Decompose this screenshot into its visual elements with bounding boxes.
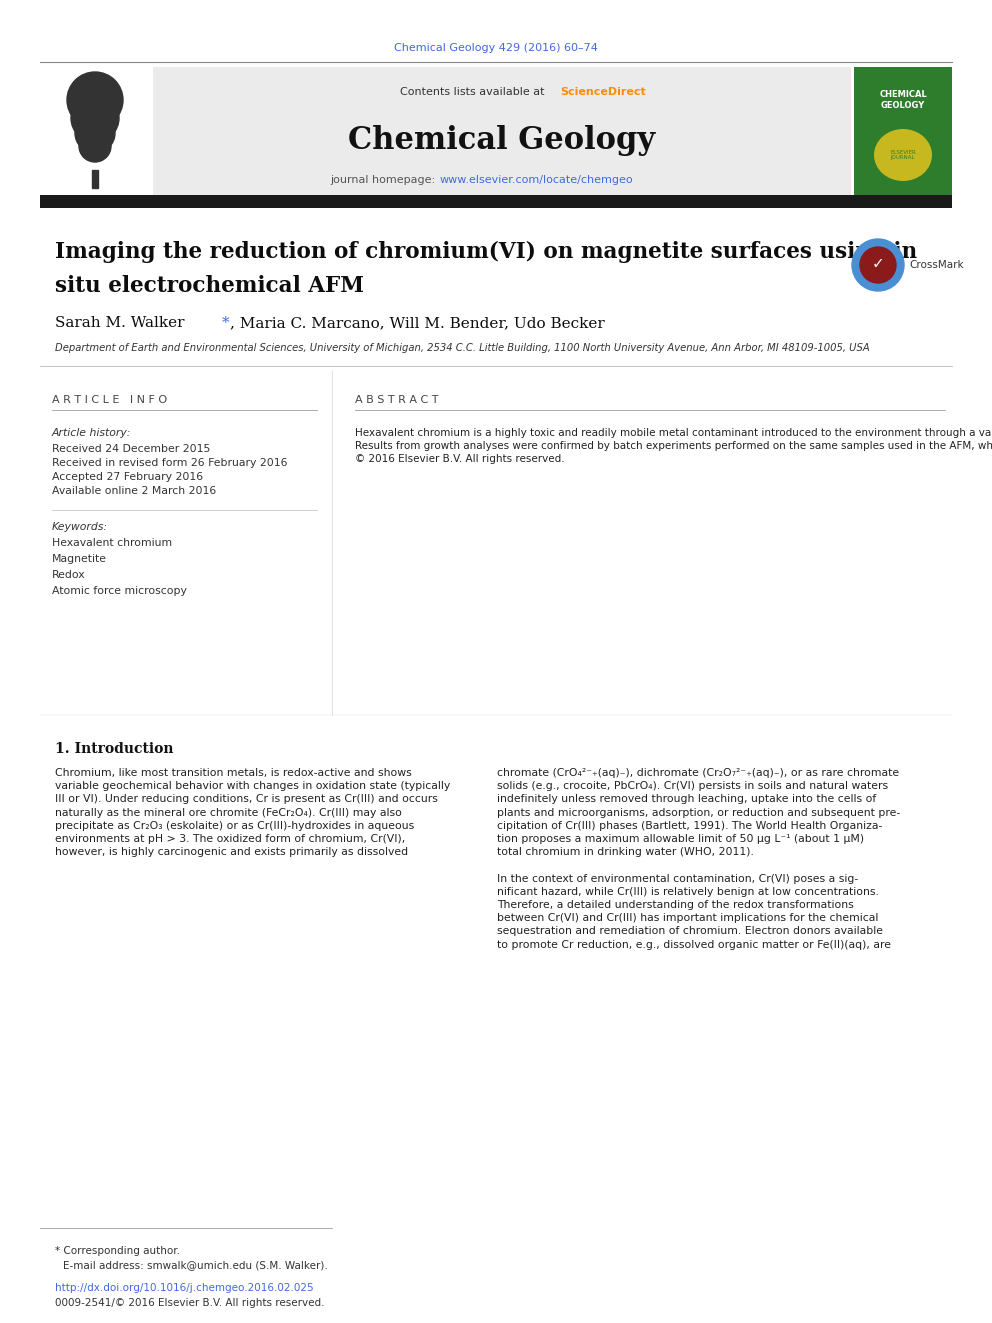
Ellipse shape: [874, 130, 932, 181]
Text: CrossMark: CrossMark: [909, 261, 963, 270]
Text: plants and microorganisms, adsorption, or reduction and subsequent pre-: plants and microorganisms, adsorption, o…: [497, 807, 901, 818]
Text: Therefore, a detailed understanding of the redox transformations: Therefore, a detailed understanding of t…: [497, 900, 854, 910]
Text: Magnetite: Magnetite: [52, 554, 107, 564]
Text: chromate (CrO₄²⁻₊(aq)₋), dichromate (Cr₂O₇²⁻₊(aq)₋), or as rare chromate: chromate (CrO₄²⁻₊(aq)₋), dichromate (Cr₂…: [497, 767, 899, 778]
Text: Keywords:: Keywords:: [52, 523, 108, 532]
Text: Accepted 27 February 2016: Accepted 27 February 2016: [52, 472, 203, 482]
Text: solids (e.g., crocoite, PbCrO₄). Cr(VI) persists in soils and natural waters: solids (e.g., crocoite, PbCrO₄). Cr(VI) …: [497, 781, 888, 791]
Text: Hexavalent chromium is a highly toxic and readily mobile metal contaminant intro: Hexavalent chromium is a highly toxic an…: [355, 429, 992, 463]
Text: variable geochemical behavior with changes in oxidation state (typically: variable geochemical behavior with chang…: [55, 781, 450, 791]
Text: CHEMICAL
GEOLOGY: CHEMICAL GEOLOGY: [879, 90, 927, 110]
Text: Available online 2 March 2016: Available online 2 March 2016: [52, 486, 216, 496]
Text: Department of Earth and Environmental Sciences, University of Michigan, 2534 C.C: Department of Earth and Environmental Sc…: [55, 343, 870, 353]
Text: nificant hazard, while Cr(III) is relatively benign at low concentrations.: nificant hazard, while Cr(III) is relati…: [497, 886, 879, 897]
Text: ELSEVIER
JOURNAL: ELSEVIER JOURNAL: [890, 149, 916, 160]
Text: A B S T R A C T: A B S T R A C T: [355, 396, 438, 405]
Text: Atomic force microscopy: Atomic force microscopy: [52, 586, 186, 595]
Text: III or VI). Under reducing conditions, Cr is present as Cr(III) and occurs: III or VI). Under reducing conditions, C…: [55, 794, 437, 804]
Text: , Maria C. Marcano, Will M. Bender, Udo Becker: , Maria C. Marcano, Will M. Bender, Udo …: [230, 316, 605, 329]
Circle shape: [67, 71, 123, 128]
Text: Redox: Redox: [52, 570, 85, 579]
Text: total chromium in drinking water (WHO, 2011).: total chromium in drinking water (WHO, 2…: [497, 847, 754, 857]
Circle shape: [860, 247, 896, 283]
Circle shape: [79, 130, 111, 161]
Text: Chromium, like most transition metals, is redox-active and shows: Chromium, like most transition metals, i…: [55, 767, 412, 778]
FancyBboxPatch shape: [40, 194, 952, 208]
Circle shape: [852, 239, 904, 291]
Text: tion proposes a maximum allowable limit of 50 μg L⁻¹ (about 1 μM): tion proposes a maximum allowable limit …: [497, 833, 864, 844]
Text: Contents lists available at: Contents lists available at: [400, 87, 548, 97]
Text: www.elsevier.com/locate/chemgeo: www.elsevier.com/locate/chemgeo: [440, 175, 634, 185]
Text: In the context of environmental contamination, Cr(VI) poses a sig-: In the context of environmental contamin…: [497, 873, 858, 884]
Text: E-mail address: smwalk@umich.edu (S.M. Walker).: E-mail address: smwalk@umich.edu (S.M. W…: [63, 1259, 327, 1270]
FancyBboxPatch shape: [153, 67, 851, 194]
Text: Received 24 December 2015: Received 24 December 2015: [52, 445, 210, 454]
Circle shape: [71, 94, 119, 142]
Text: between Cr(VI) and Cr(III) has important implications for the chemical: between Cr(VI) and Cr(III) has important…: [497, 913, 878, 923]
Text: precipitate as Cr₂O₃ (eskolaite) or as Cr(III)-hydroxides in aqueous: precipitate as Cr₂O₃ (eskolaite) or as C…: [55, 820, 415, 831]
FancyBboxPatch shape: [40, 67, 150, 194]
Text: naturally as the mineral ore chromite (FeCr₂O₄). Cr(III) may also: naturally as the mineral ore chromite (F…: [55, 807, 402, 818]
Text: *: *: [222, 316, 229, 329]
Text: Hexavalent chromium: Hexavalent chromium: [52, 538, 173, 548]
Text: Chemical Geology 429 (2016) 60–74: Chemical Geology 429 (2016) 60–74: [394, 44, 598, 53]
Text: http://dx.doi.org/10.1016/j.chemgeo.2016.02.025: http://dx.doi.org/10.1016/j.chemgeo.2016…: [55, 1283, 313, 1293]
Text: to promote Cr reduction, e.g., dissolved organic matter or Fe(II)(aq), are: to promote Cr reduction, e.g., dissolved…: [497, 939, 891, 950]
Text: Chemical Geology: Chemical Geology: [348, 124, 656, 156]
Text: Article history:: Article history:: [52, 429, 131, 438]
Text: sequestration and remediation of chromium. Electron donors available: sequestration and remediation of chromiu…: [497, 926, 883, 937]
Text: however, is highly carcinogenic and exists primarily as dissolved: however, is highly carcinogenic and exis…: [55, 847, 408, 857]
Text: ScienceDirect: ScienceDirect: [560, 87, 646, 97]
FancyBboxPatch shape: [854, 67, 952, 194]
Circle shape: [75, 112, 115, 153]
Text: ELSEVIER: ELSEVIER: [69, 198, 121, 208]
Text: A R T I C L E   I N F O: A R T I C L E I N F O: [52, 396, 167, 405]
Text: 0009-2541/© 2016 Elsevier B.V. All rights reserved.: 0009-2541/© 2016 Elsevier B.V. All right…: [55, 1298, 324, 1308]
Text: Received in revised form 26 February 2016: Received in revised form 26 February 201…: [52, 458, 288, 468]
Bar: [92, 169, 98, 188]
Text: ✓: ✓: [872, 257, 885, 271]
Text: situ electrochemical AFM: situ electrochemical AFM: [55, 275, 364, 296]
Text: cipitation of Cr(III) phases (Bartlett, 1991). The World Health Organiza-: cipitation of Cr(III) phases (Bartlett, …: [497, 820, 882, 831]
Text: Sarah M. Walker: Sarah M. Walker: [55, 316, 189, 329]
Text: environments at pH > 3. The oxidized form of chromium, Cr(VI),: environments at pH > 3. The oxidized for…: [55, 833, 406, 844]
Text: 1. Introduction: 1. Introduction: [55, 742, 174, 755]
Text: Imaging the reduction of chromium(VI) on magnetite surfaces using in: Imaging the reduction of chromium(VI) on…: [55, 241, 918, 263]
Text: indefinitely unless removed through leaching, uptake into the cells of: indefinitely unless removed through leac…: [497, 794, 876, 804]
Text: journal homepage:: journal homepage:: [330, 175, 438, 185]
Text: * Corresponding author.: * Corresponding author.: [55, 1246, 180, 1256]
